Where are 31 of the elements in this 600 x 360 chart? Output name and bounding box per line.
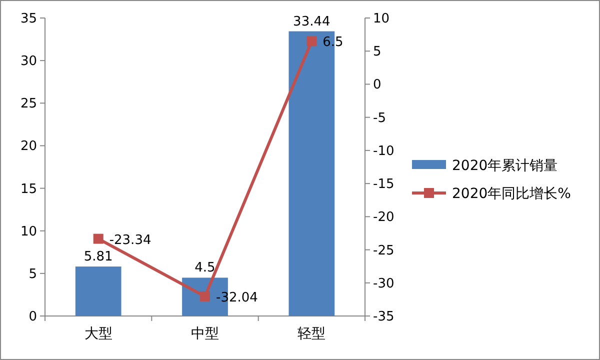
y-tick-label: 10 <box>20 224 37 240</box>
y2-tick-label: -15 <box>373 177 394 192</box>
point <box>306 36 317 46</box>
y-tick-label: 25 <box>20 96 37 112</box>
bar <box>75 266 122 316</box>
y-tick-label: 35 <box>20 12 37 26</box>
x-tick-label: 中型 <box>191 326 219 342</box>
y-tick-label: 20 <box>20 139 37 154</box>
point <box>93 234 104 244</box>
y-tick-label: 5 <box>28 266 37 282</box>
x-tick-label: 大型 <box>84 326 112 342</box>
y2-tick-label: -35 <box>373 310 394 324</box>
y-tick-label: 15 <box>20 182 37 197</box>
y2-tick-label: 5 <box>373 44 382 60</box>
data-label: 33.44 <box>293 14 330 30</box>
y2-tick-label: -5 <box>373 110 386 126</box>
y2-tick-label: 10 <box>373 12 390 26</box>
y2-tick-label: -30 <box>373 276 394 292</box>
x-tick-label: 轻型 <box>298 326 326 342</box>
y2-tick-label: -10 <box>373 144 394 159</box>
y2-tick-label: 0 <box>373 78 382 93</box>
y-tick-label: 0 <box>28 310 37 324</box>
data-label: 5.81 <box>84 250 113 265</box>
legend-label: 2020年累计销量 <box>452 158 558 174</box>
y2-tick-label: -25 <box>373 243 394 258</box>
point <box>200 291 210 302</box>
data-label: -23.34 <box>109 232 152 248</box>
y2-tick-label: -20 <box>373 210 394 226</box>
data-label: 4.5 <box>194 260 216 276</box>
legend-label: 2020年同比增长% <box>452 186 571 202</box>
y-tick-label: 30 <box>20 54 37 70</box>
